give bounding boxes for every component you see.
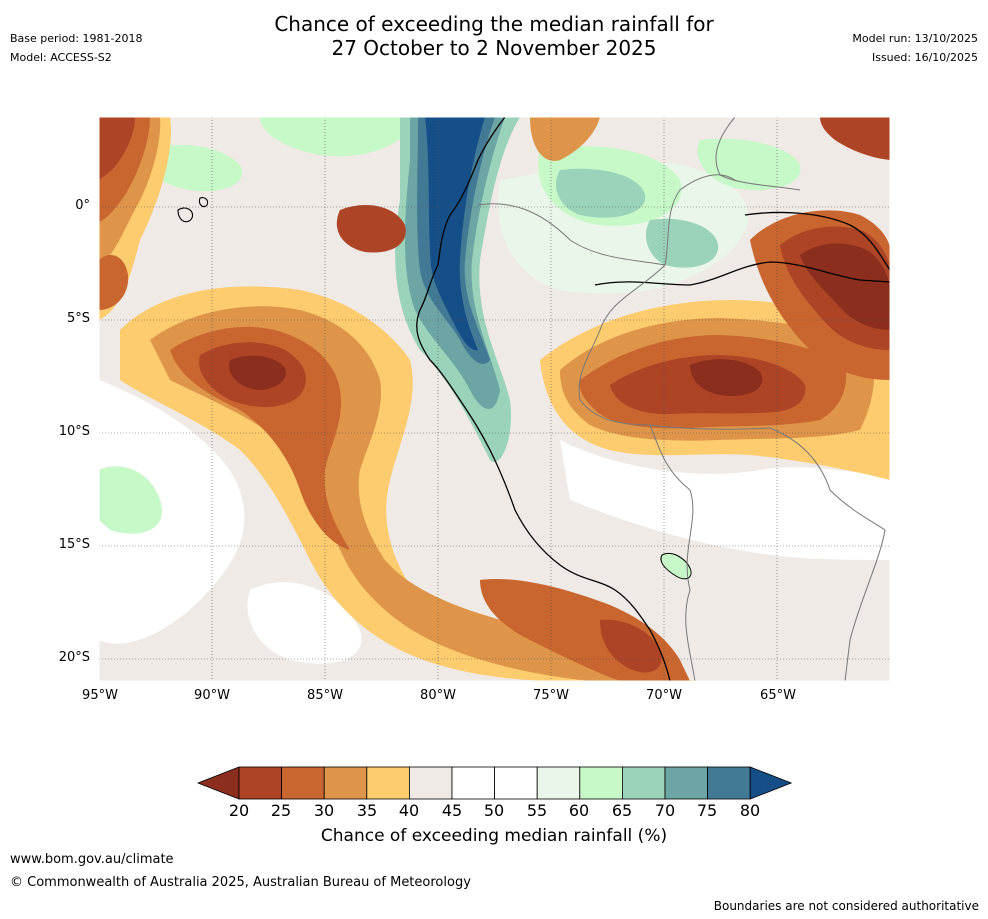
copyright-notice: © Commonwealth of Australia 2025, Austra…	[10, 875, 471, 890]
coastline	[416, 116, 671, 682]
colorbar-tick: 50	[483, 801, 505, 820]
lon-tick-75w: 75°W	[533, 688, 569, 703]
colorbar-tick: 30	[313, 801, 335, 820]
colorbar-swatch	[536, 766, 581, 800]
meta-right: Model run: 13/10/2025 Issued: 16/10/2025	[852, 29, 978, 67]
colorbar-swatch	[579, 766, 623, 800]
colorbar-extend-high	[749, 766, 793, 800]
lon-tick-90w: 90°W	[194, 688, 230, 703]
galapagos-islands	[177, 197, 209, 223]
country-borders	[477, 116, 886, 682]
boundary-disclaimer: Boundaries are not considered authoritat…	[713, 899, 979, 913]
lon-tick-65w: 65°W	[760, 688, 796, 703]
colorbar-tick: 55	[526, 801, 548, 820]
lon-tick-70w: 70°W	[646, 688, 682, 703]
lon-tick-95w: 95°W	[82, 688, 118, 703]
colorbar-tick: 60	[568, 801, 590, 820]
colorbar-tick: 80	[739, 801, 761, 820]
colorbar-tick: 40	[398, 801, 420, 820]
lat-tick-5s: 5°S	[66, 311, 90, 326]
title-line-1: Chance of exceeding the median rainfall …	[274, 12, 714, 36]
colorbar-tick: 25	[270, 801, 292, 820]
lon-tick-85w: 85°W	[307, 688, 343, 703]
issued-date: Issued: 16/10/2025	[871, 51, 978, 64]
lat-tick-0: 0°	[75, 198, 90, 213]
model-name: Model: ACCESS-S2	[10, 51, 112, 64]
lat-tick-10s: 10°S	[58, 424, 90, 439]
colorbar-swatch	[323, 766, 368, 800]
bom-url[interactable]: www.bom.gov.au/climate	[10, 852, 174, 867]
colorbar-swatch	[451, 766, 495, 800]
model-run: Model run: 13/10/2025	[852, 32, 978, 45]
colorbar-swatch	[622, 766, 666, 800]
lon-tick-80w: 80°W	[420, 688, 456, 703]
amazon-river	[594, 261, 891, 286]
colorbar-tick: 70	[654, 801, 676, 820]
base-period: Base period: 1981-2018	[10, 32, 143, 45]
colorbar-swatch	[408, 766, 453, 800]
colorbar-tick: 35	[356, 801, 378, 820]
colorbar-swatch	[664, 766, 708, 800]
colorbar-swatch	[366, 766, 410, 800]
colorbar-swatch	[494, 766, 538, 800]
colorbar-extend-low	[196, 766, 240, 800]
chart-title: Chance of exceeding the median rainfall …	[0, 12, 988, 60]
colorbar-tick: 65	[611, 801, 633, 820]
graticule	[99, 117, 890, 681]
rio-negro	[744, 211, 891, 271]
colorbar-label: Chance of exceeding median rainfall (%)	[320, 826, 668, 846]
title-line-2: 27 October to 2 November 2025	[331, 36, 657, 60]
colorbar-tick: 45	[441, 801, 463, 820]
meta-left: Base period: 1981-2018 Model: ACCESS-S2	[10, 29, 142, 67]
lat-tick-15s: 15°S	[58, 537, 90, 552]
colorbar-tick: 75	[696, 801, 718, 820]
colorbar-swatch	[707, 766, 751, 800]
colorbar-tick: 20	[228, 801, 250, 820]
colorbar-swatch	[238, 766, 282, 800]
colorbar-swatch	[281, 766, 325, 800]
map-frame	[98, 116, 891, 682]
rainfall-probability-field	[99, 117, 890, 681]
lat-tick-20s: 20°S	[58, 650, 90, 665]
